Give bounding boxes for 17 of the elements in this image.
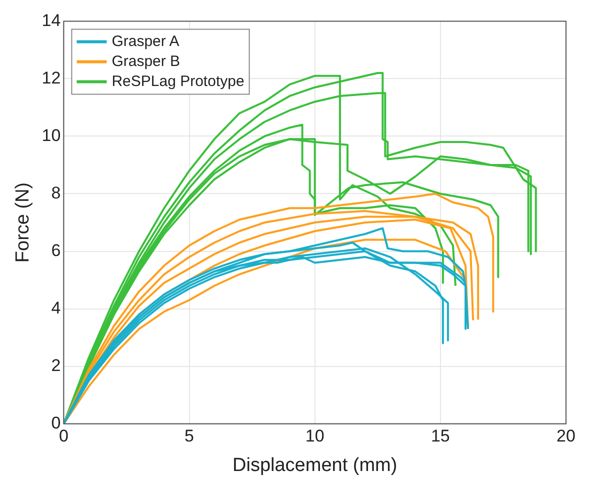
x-tick-label: 20 (556, 426, 576, 446)
legend-label: Grasper B (112, 52, 180, 70)
x-tick-label: 15 (430, 426, 450, 446)
y-tick-label: 10 (42, 126, 61, 145)
x-axis-title: Displacement (mm) (232, 454, 398, 476)
y-tick-label: 0 (51, 413, 61, 432)
y-axis-title: Force (N) (12, 182, 34, 263)
x-tick-label: 10 (305, 426, 324, 446)
y-tick-label: 12 (42, 68, 61, 88)
legend-label: Grasper A (112, 32, 180, 50)
y-tick-label: 8 (51, 183, 61, 202)
y-tick-label: 6 (51, 240, 61, 260)
x-tick-label: 5 (184, 426, 194, 446)
y-tick-label: 2 (51, 356, 61, 375)
y-tick-label: 4 (51, 298, 61, 318)
legend-label: ReSPLag Prototype (112, 72, 244, 90)
y-tick-label: 14 (42, 10, 61, 30)
